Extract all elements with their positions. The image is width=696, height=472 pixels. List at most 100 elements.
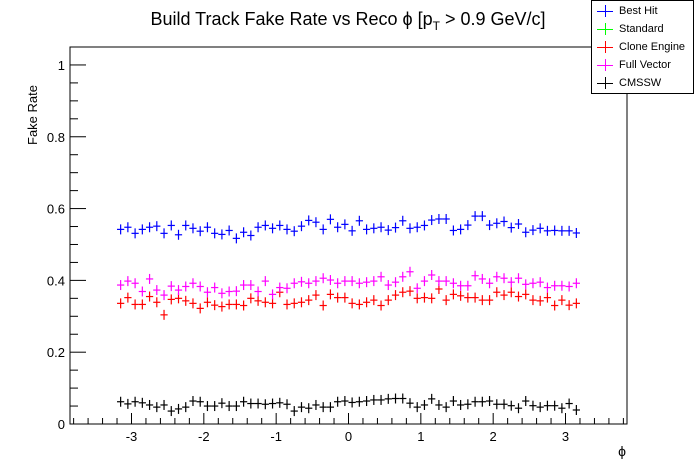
data-point (485, 295, 494, 306)
data-point (362, 297, 371, 308)
data-point (355, 215, 363, 226)
data-point (507, 287, 515, 298)
data-point (536, 402, 544, 413)
data-point (225, 286, 233, 297)
data-point (529, 295, 537, 306)
legend-label: Best Hit (619, 5, 658, 17)
data-point (399, 393, 407, 404)
data-point (420, 292, 429, 303)
data-point (196, 281, 204, 292)
data-point (232, 401, 240, 412)
data-point (522, 279, 530, 290)
data-point (507, 277, 515, 288)
data-point (319, 300, 327, 311)
data-point (493, 218, 501, 229)
data-point (551, 225, 559, 236)
legend-label: Full Vector (619, 59, 671, 71)
data-point (131, 278, 139, 289)
data-point (290, 406, 298, 417)
data-point (536, 295, 544, 306)
data-point (211, 401, 219, 412)
data-point (341, 396, 349, 407)
data-point (493, 399, 501, 410)
series-clone-engine (117, 283, 580, 320)
series-best-hit (117, 211, 580, 244)
legend-label: Standard (619, 23, 664, 35)
data-point (117, 298, 125, 309)
data-point (160, 290, 168, 301)
data-point (341, 292, 349, 303)
data-point (543, 400, 552, 411)
data-point (464, 280, 472, 291)
data-point (305, 215, 313, 226)
data-point (297, 402, 306, 413)
data-point (471, 211, 479, 222)
data-point (196, 226, 204, 237)
data-point (543, 225, 552, 236)
data-point (522, 396, 530, 407)
data-point (478, 211, 486, 222)
data-point (485, 278, 494, 289)
data-point (406, 286, 414, 297)
legend-marker (597, 41, 613, 53)
data-point (449, 396, 458, 407)
data-point (174, 229, 183, 240)
data-point (167, 281, 175, 292)
data-point (485, 396, 494, 407)
data-point (160, 228, 168, 239)
data-point (341, 219, 349, 230)
data-point (464, 399, 472, 410)
data-point (312, 217, 320, 228)
data-point (420, 276, 429, 287)
data-point (131, 228, 139, 239)
data-point (391, 290, 400, 301)
x-axis-label: ϕ (618, 443, 626, 459)
data-point (536, 223, 544, 234)
data-point (124, 398, 132, 409)
data-point (558, 225, 566, 236)
data-point (507, 400, 515, 411)
data-point (326, 275, 335, 286)
y-tick-label: 0.4 (47, 273, 65, 288)
data-point (268, 398, 277, 409)
data-point (145, 273, 154, 284)
data-point (551, 400, 559, 411)
data-point (334, 278, 342, 289)
data-point (189, 278, 197, 289)
data-point (457, 290, 465, 301)
plot-frame (69, 46, 628, 425)
data-point (138, 299, 146, 310)
data-point (218, 398, 226, 409)
data-point (312, 276, 320, 287)
data-point (406, 223, 414, 234)
data-point (334, 222, 342, 233)
data-point (131, 396, 139, 407)
data-point (276, 282, 284, 293)
data-point (297, 221, 306, 232)
x-tick-label: -1 (270, 429, 282, 444)
data-point (362, 224, 371, 235)
data-point (413, 283, 421, 294)
data-point (254, 295, 262, 306)
data-point (529, 400, 537, 411)
data-point (514, 219, 523, 230)
data-point (507, 222, 515, 233)
data-point (131, 299, 139, 310)
data-point (239, 280, 248, 291)
data-point (348, 225, 356, 236)
data-point (478, 295, 486, 306)
legend: Best Hit Standard Clone Engine Full Vect… (591, 0, 694, 94)
data-point (399, 287, 407, 298)
y-axis-label: Fake Rate (25, 85, 40, 145)
data-point (457, 224, 465, 235)
data-point (268, 223, 277, 234)
data-point (138, 397, 146, 408)
data-point (558, 280, 566, 291)
data-point (428, 393, 436, 404)
data-point (522, 289, 530, 300)
series-cmssw (117, 393, 580, 417)
data-point (247, 230, 255, 241)
data-point (442, 213, 450, 224)
data-point (334, 292, 342, 303)
